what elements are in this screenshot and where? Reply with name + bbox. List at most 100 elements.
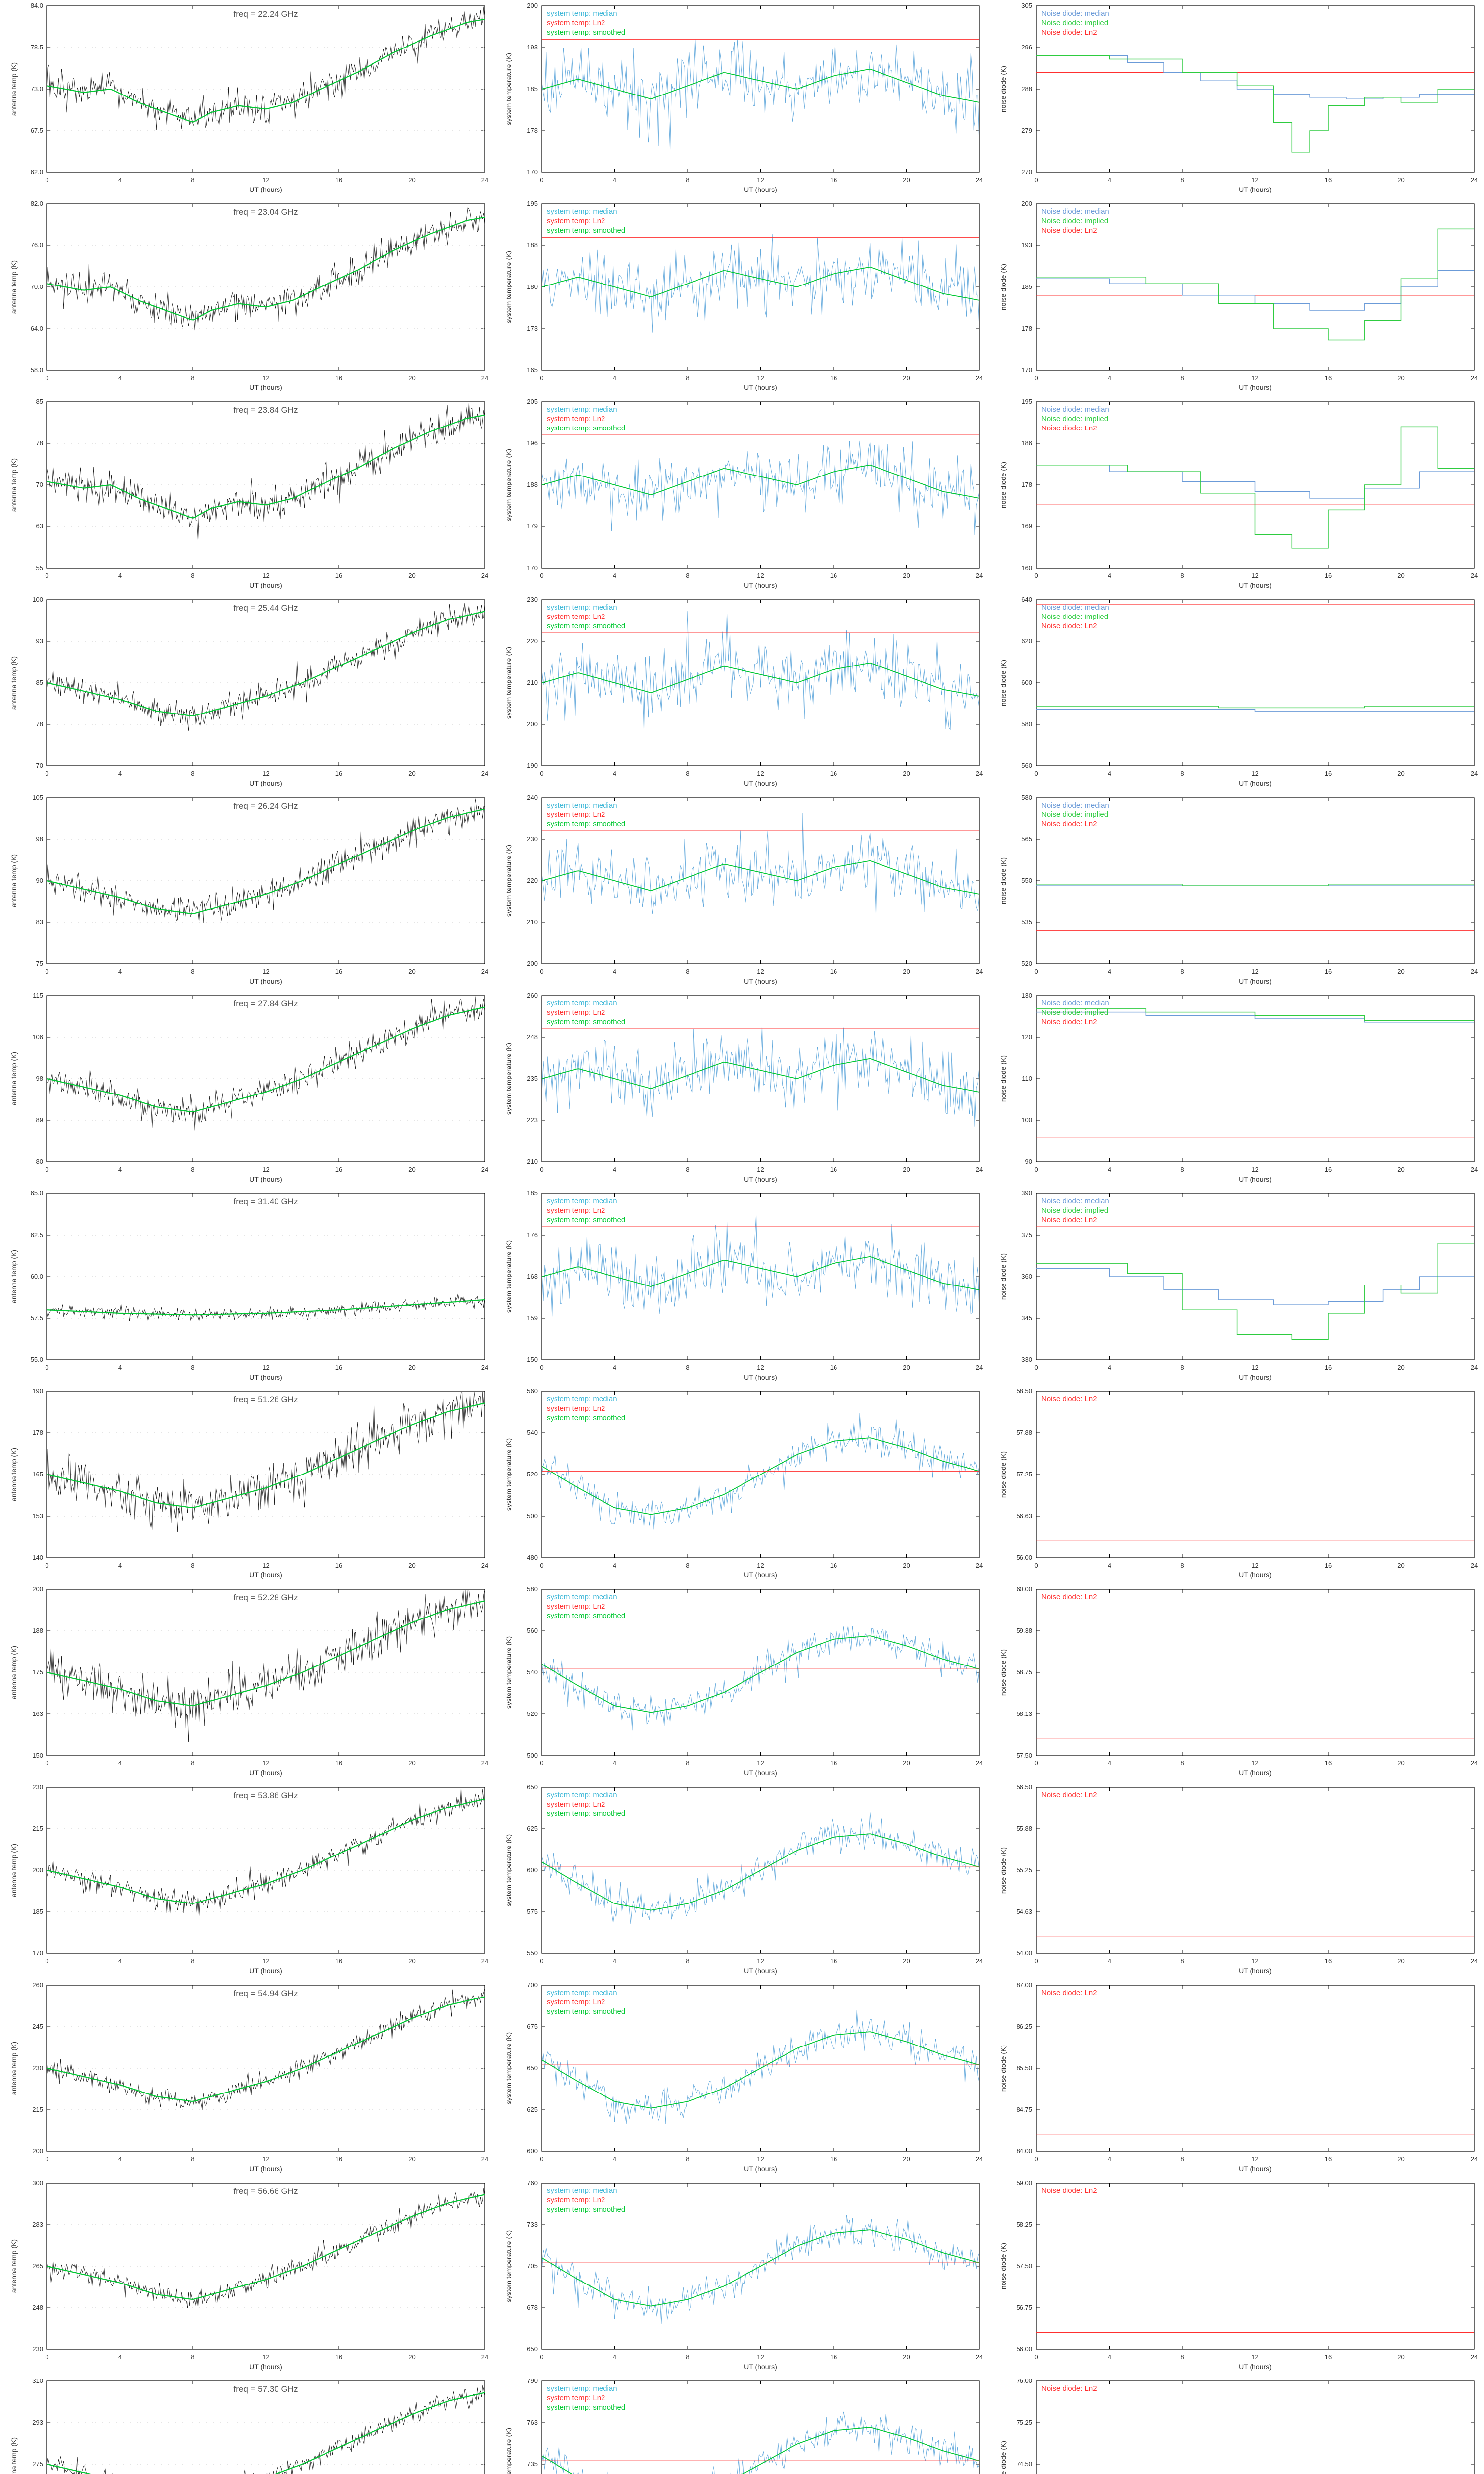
x-tick-label: 4 xyxy=(1108,1364,1111,1371)
y-tick-label: 760 xyxy=(527,2179,538,2187)
y-tick-label: 86.25 xyxy=(1016,2023,1032,2030)
raw-noisy-series xyxy=(47,207,485,331)
tsys-legend-0: system temp: median xyxy=(547,9,617,18)
tsys-legend-1: system temp: Ln2 xyxy=(547,2394,605,2402)
x-tick-label: 4 xyxy=(613,1364,616,1371)
tsys-legend-2: system temp: smoothed xyxy=(547,226,625,235)
plot-title: freq = 51.26 GHz xyxy=(234,1395,298,1404)
x-tick-label: 24 xyxy=(976,1166,983,1173)
y-tick-label: 700 xyxy=(527,1981,538,1989)
x-tick-label: 0 xyxy=(1034,770,1038,777)
x-tick-label: 24 xyxy=(1471,176,1478,184)
tsys-median-series xyxy=(542,39,979,150)
x-axis-label: UT (hours) xyxy=(249,1373,282,1381)
diode-median-steps xyxy=(1036,55,1474,99)
x-tick-label: 8 xyxy=(1180,1957,1184,1965)
plot-r3-raw: 0 4 8 12 16 20 24 55 63 70 78 85 antenna temp (K) UT … xyxy=(10,398,488,589)
x-tick-label: 16 xyxy=(1325,1166,1332,1173)
x-tick-label: 12 xyxy=(757,1166,764,1173)
y-tick-label: 170 xyxy=(1021,366,1032,374)
x-tick-label: 16 xyxy=(830,1562,837,1569)
y-tick-label: 260 xyxy=(527,992,538,999)
y-tick-label: 65.0 xyxy=(31,1189,43,1197)
y-tick-label: 178 xyxy=(1021,325,1032,332)
plot-r5-raw: 0 4 8 12 16 20 24 75 83 90 98 105 antenna temp (K) UT… xyxy=(10,794,488,985)
x-tick-label: 4 xyxy=(118,968,122,975)
raw-noisy-series xyxy=(47,603,485,731)
plot-title: freq = 53.86 GHz xyxy=(234,1791,298,1800)
y-tick-label: 650 xyxy=(527,1783,538,1791)
x-tick-label: 24 xyxy=(481,2155,488,2163)
plot-cell-r8-tsys: 0 4 8 12 16 20 24 480 500 520 540 560 system tempera… xyxy=(495,1385,989,1583)
x-tick-label: 0 xyxy=(1034,1957,1038,1965)
y-tick-label: 55.0 xyxy=(31,1356,43,1363)
x-tick-label: 20 xyxy=(408,2353,415,2361)
x-tick-label: 16 xyxy=(830,2353,837,2361)
x-tick-label: 8 xyxy=(1180,2155,1184,2163)
y-tick-label: 60.0 xyxy=(31,1273,43,1280)
x-tick-label: 12 xyxy=(757,1562,764,1569)
raw-noisy-series xyxy=(47,1293,485,1321)
x-tick-label: 4 xyxy=(1108,1957,1111,1965)
raw-noisy-series xyxy=(47,1391,485,1532)
x-axis-label: UT (hours) xyxy=(1239,1373,1272,1381)
x-tick-label: 0 xyxy=(540,770,543,777)
x-tick-label: 20 xyxy=(903,1760,910,1767)
y-tick-label: 57.88 xyxy=(1016,1429,1032,1436)
x-axis-label: UT (hours) xyxy=(744,2363,777,2371)
x-tick-label: 24 xyxy=(1471,572,1478,579)
y-tick-label: 105 xyxy=(32,794,43,801)
y-tick-label: 98 xyxy=(36,1075,43,1082)
x-tick-label: 4 xyxy=(613,1760,616,1767)
x-tick-label: 12 xyxy=(757,2155,764,2163)
y-tick-label: 58.75 xyxy=(1016,1668,1032,1676)
plot-r10-raw: 0 4 8 12 16 20 24 170 185 200 215 230 antenna temp (… xyxy=(10,1783,488,1975)
y-tick-label: 57.50 xyxy=(1016,2262,1032,2270)
tsys-legend-0: system temp: median xyxy=(547,1197,617,1205)
tsys-smooth-series xyxy=(542,1833,979,1911)
x-tick-label: 4 xyxy=(613,572,616,579)
raw-noisy-series xyxy=(47,2188,485,2309)
diode-legend-2: Noise diode: Ln2 xyxy=(1041,28,1097,37)
x-axis-label: UT (hours) xyxy=(249,1571,282,1579)
y-tick-label: 58.0 xyxy=(31,366,43,374)
y-tick-label: 279 xyxy=(1021,127,1032,134)
x-tick-label: 12 xyxy=(1252,1166,1258,1173)
x-tick-label: 12 xyxy=(757,770,764,777)
y-axis-label: noise diode (K) xyxy=(999,2243,1007,2289)
x-axis-label: UT (hours) xyxy=(1239,779,1272,787)
tsys-median-series xyxy=(542,1026,979,1127)
x-tick-label: 8 xyxy=(1180,1760,1184,1767)
x-tick-label: 0 xyxy=(540,1166,543,1173)
plot-r8-raw: 0 4 8 12 16 20 24 140 153 165 178 190 antenna temp (… xyxy=(10,1387,488,1579)
y-tick-label: 310 xyxy=(32,2377,43,2384)
plot-r2-tsys: 0 4 8 12 16 20 24 165 173 180 188 195 system tempera… xyxy=(505,200,983,391)
x-tick-label: 0 xyxy=(1034,2155,1038,2163)
plot-r5-tsys: 0 4 8 12 16 20 24 200 210 220 230 240 system tempera… xyxy=(505,794,983,985)
y-tick-label: 296 xyxy=(1021,44,1032,51)
x-tick-label: 8 xyxy=(686,572,689,579)
x-tick-label: 24 xyxy=(976,770,983,777)
x-tick-label: 20 xyxy=(408,1760,415,1767)
x-tick-label: 24 xyxy=(976,1760,983,1767)
y-tick-label: 70.0 xyxy=(31,283,43,290)
x-tick-label: 20 xyxy=(1397,968,1404,975)
plot-title: freq = 23.84 GHz xyxy=(234,405,298,415)
y-tick-label: 56.00 xyxy=(1016,1554,1032,1561)
x-tick-label: 12 xyxy=(262,770,269,777)
tsys-smooth-series xyxy=(542,68,979,103)
plot-r6-raw: 0 4 8 12 16 20 24 80 89 98 106 115 antenna temp (K) U… xyxy=(10,992,488,1183)
x-tick-label: 0 xyxy=(540,572,543,579)
diode-legend-2: Noise diode: Ln2 xyxy=(1041,424,1097,432)
y-tick-label: 185 xyxy=(32,1908,43,1915)
tsys-legend-2: system temp: smoothed xyxy=(547,1809,625,1818)
y-tick-label: 54.63 xyxy=(1016,1908,1032,1915)
plot-cell-r12-diode: 0 4 8 12 16 20 24 56.00 56.75 57.50 58.25 59.00 nois… xyxy=(989,2177,1484,2375)
plot-frame xyxy=(46,995,485,1162)
plot-cell-r6-diode: 0 4 8 12 16 20 24 90 100 110 120 130 noise diode (K)… xyxy=(989,990,1484,1188)
diode-legend-1: Noise diode: implied xyxy=(1041,217,1108,225)
y-tick-label: 300 xyxy=(32,2179,43,2187)
y-axis-label: noise diode (K) xyxy=(999,1649,1007,1696)
y-tick-label: 520 xyxy=(1021,960,1032,967)
x-tick-label: 24 xyxy=(1471,374,1478,381)
